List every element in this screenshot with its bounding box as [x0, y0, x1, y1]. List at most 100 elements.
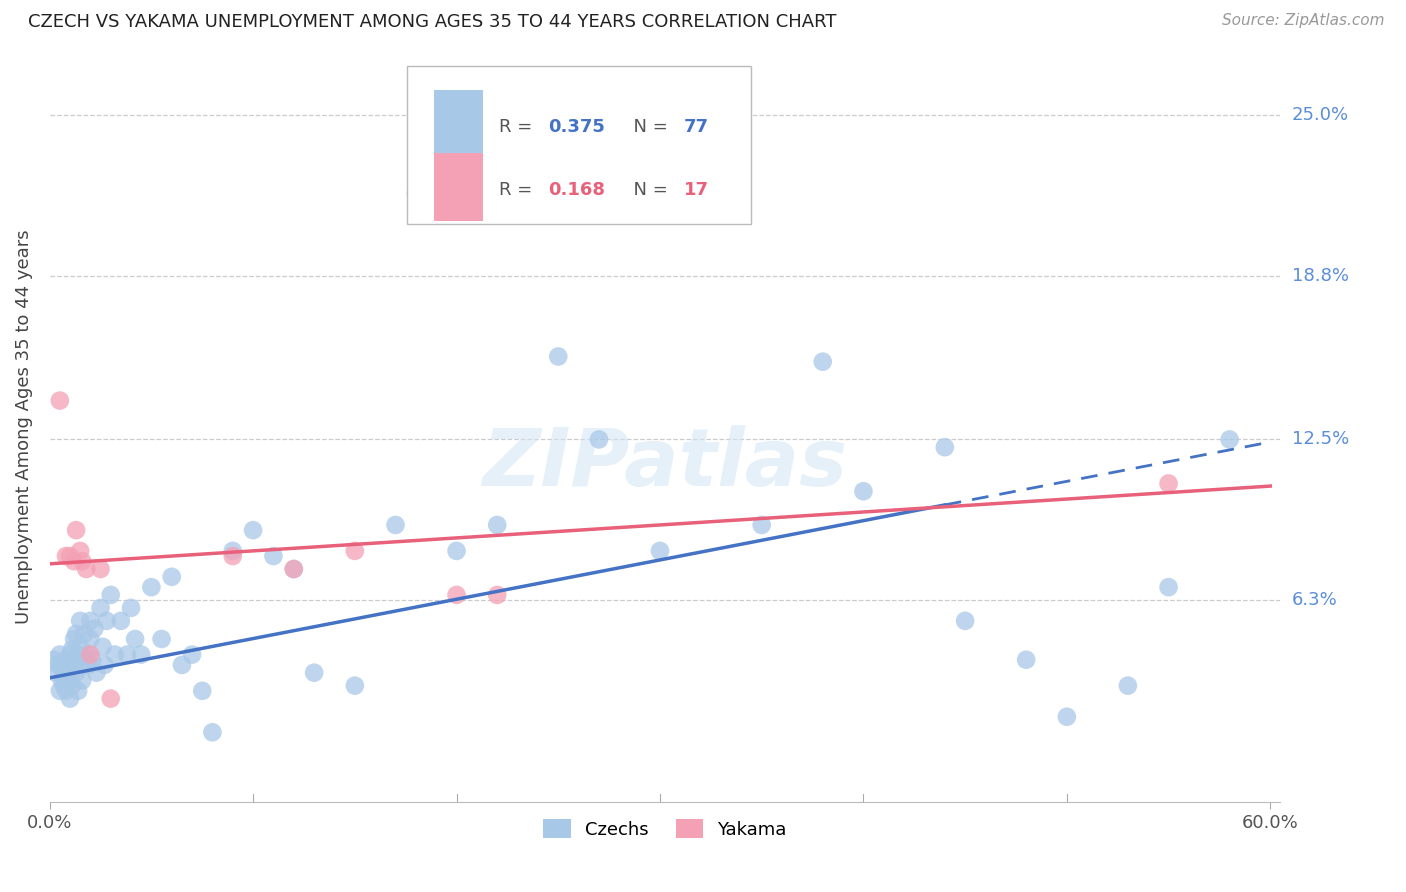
Legend: Czechs, Yakama: Czechs, Yakama	[536, 812, 794, 846]
Point	[100, 691, 122, 706]
Point	[405, 186, 427, 201]
Point	[170, 657, 193, 672]
Point	[446, 588, 468, 602]
Point	[65, 523, 87, 537]
Point	[55, 549, 77, 563]
Point	[150, 632, 173, 646]
Text: 12.5%: 12.5%	[1292, 431, 1348, 449]
Point	[141, 580, 163, 594]
Text: 0.168: 0.168	[548, 181, 605, 199]
Point	[486, 518, 509, 533]
Point	[93, 657, 115, 672]
Point	[1116, 679, 1139, 693]
Point	[89, 562, 111, 576]
Point	[547, 350, 569, 364]
Point	[1219, 433, 1241, 447]
Point	[65, 665, 87, 680]
Point	[811, 354, 834, 368]
Point	[59, 657, 82, 672]
Point	[934, 440, 956, 454]
Point	[124, 632, 146, 646]
Point	[59, 691, 82, 706]
Point	[46, 657, 69, 672]
Point	[100, 588, 122, 602]
Point	[45, 665, 67, 680]
Text: Source: ZipAtlas.com: Source: ZipAtlas.com	[1222, 13, 1385, 29]
Point	[63, 632, 86, 646]
Point	[953, 614, 976, 628]
Point	[59, 549, 82, 563]
Text: 0.375: 0.375	[548, 119, 605, 136]
Point	[70, 673, 93, 688]
Point	[42, 653, 65, 667]
Point	[73, 627, 96, 641]
Point	[96, 614, 118, 628]
Point	[83, 622, 105, 636]
Point	[191, 683, 214, 698]
Point	[1157, 580, 1180, 594]
Y-axis label: Unemployment Among Ages 35 to 44 years: Unemployment Among Ages 35 to 44 years	[15, 229, 32, 624]
Text: 6.3%: 6.3%	[1292, 591, 1337, 609]
Point	[1157, 476, 1180, 491]
Point	[852, 484, 875, 499]
Point	[486, 588, 509, 602]
Point	[588, 433, 610, 447]
Text: R =: R =	[499, 181, 538, 199]
Point	[222, 544, 245, 558]
Point	[110, 614, 132, 628]
Point	[49, 393, 72, 408]
Point	[160, 570, 183, 584]
Point	[60, 642, 83, 657]
Point	[82, 653, 104, 667]
Point	[56, 673, 79, 688]
Point	[75, 648, 97, 662]
Point	[181, 648, 204, 662]
Text: N =: N =	[621, 181, 673, 199]
Point	[86, 665, 108, 680]
Point	[283, 562, 305, 576]
Point	[69, 640, 91, 654]
Point	[60, 679, 83, 693]
Point	[648, 544, 671, 558]
Point	[120, 600, 142, 615]
Point	[79, 614, 101, 628]
Point	[69, 614, 91, 628]
Point	[129, 648, 152, 662]
Point	[222, 549, 245, 563]
FancyBboxPatch shape	[406, 66, 751, 224]
Point	[67, 683, 90, 698]
Point	[384, 518, 406, 533]
Text: 25.0%: 25.0%	[1292, 106, 1348, 125]
Text: 77: 77	[683, 119, 709, 136]
Point	[49, 648, 72, 662]
Text: ZIPatlas: ZIPatlas	[482, 425, 848, 503]
Text: CZECH VS YAKAMA UNEMPLOYMENT AMONG AGES 35 TO 44 YEARS CORRELATION CHART: CZECH VS YAKAMA UNEMPLOYMENT AMONG AGES …	[28, 13, 837, 31]
Point	[1015, 653, 1038, 667]
FancyBboxPatch shape	[433, 153, 482, 220]
Text: R =: R =	[499, 119, 538, 136]
Point	[69, 544, 91, 558]
Text: N =: N =	[621, 119, 673, 136]
Point	[89, 600, 111, 615]
Text: 17: 17	[683, 181, 709, 199]
Point	[59, 648, 82, 662]
Point	[63, 554, 86, 568]
Point	[446, 544, 468, 558]
Point	[70, 554, 93, 568]
Point	[52, 679, 75, 693]
Point	[70, 657, 93, 672]
Point	[77, 657, 100, 672]
Point	[1056, 710, 1078, 724]
Point	[262, 549, 284, 563]
Point	[52, 665, 75, 680]
Point	[51, 657, 73, 672]
Point	[283, 562, 305, 576]
FancyBboxPatch shape	[433, 90, 482, 158]
Point	[201, 725, 224, 739]
Point	[91, 640, 114, 654]
Point	[751, 518, 773, 533]
Point	[343, 544, 366, 558]
Point	[79, 632, 101, 646]
Point	[63, 657, 86, 672]
Point	[115, 648, 138, 662]
